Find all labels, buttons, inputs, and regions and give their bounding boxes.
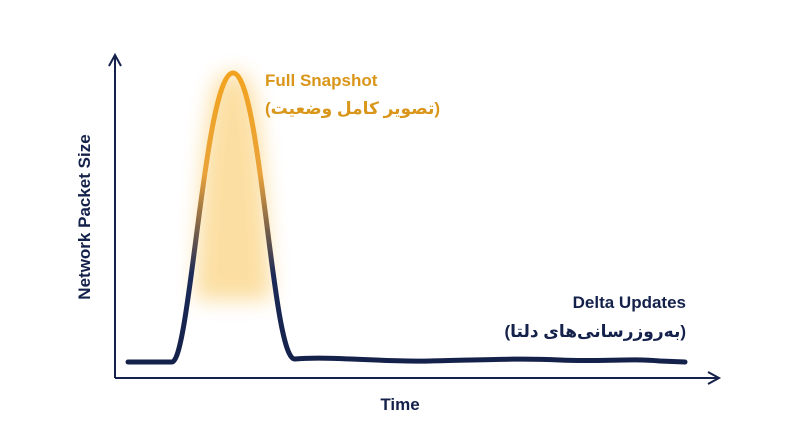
baseline-subtitle: (به‌روزرسانی‌های دلتا) bbox=[504, 322, 686, 342]
y-axis-label: Network Packet Size bbox=[75, 134, 94, 299]
packet-curve bbox=[125, 70, 688, 365]
axes bbox=[108, 52, 722, 385]
x-arrow bbox=[707, 371, 722, 385]
peak-title: Full Snapshot bbox=[265, 71, 378, 90]
baseline-title: Delta Updates bbox=[573, 293, 686, 312]
y-arrow bbox=[108, 52, 122, 67]
peak-subtitle: (تصویر کامل وضعیت) bbox=[265, 99, 440, 119]
x-axis-label: Time bbox=[380, 395, 419, 414]
